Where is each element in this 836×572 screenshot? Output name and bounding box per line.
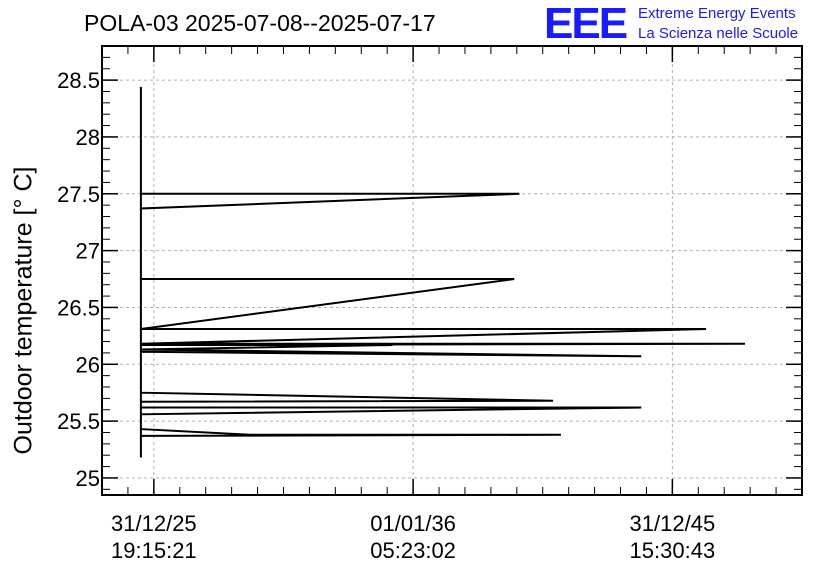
eee-logo-mark: EEE bbox=[544, 0, 628, 48]
axis-tick-labels: 25 25.5 26 26.5 27 27.5 28 28.5 31/12/2519:15:21… bbox=[57, 68, 715, 563]
axis-ticks bbox=[101, 46, 803, 495]
series-line bbox=[139, 86, 746, 458]
x-tick-label-date: 31/12/45 bbox=[630, 511, 716, 536]
y-tick-label: 27.5 bbox=[57, 182, 100, 207]
x-tick-label-time: 15:30:43 bbox=[630, 538, 716, 563]
y-tick-label: 28 bbox=[76, 125, 100, 150]
y-tick-label: 27 bbox=[76, 239, 100, 264]
chart-title: POLA-03 2025-07-08--2025-07-17 bbox=[84, 10, 436, 36]
grid-lines bbox=[102, 46, 802, 495]
y-axis-label: Outdoor temperature [° C] bbox=[10, 167, 38, 455]
y-tick-label: 26 bbox=[76, 352, 100, 377]
x-tick-label-time: 05:23:02 bbox=[370, 538, 456, 563]
logo-line-2: La Scienza nelle Scuole bbox=[638, 25, 799, 42]
data-series bbox=[139, 86, 746, 458]
x-tick-label-date: 01/01/36 bbox=[370, 511, 456, 536]
eee-logo-text: Extreme Energy Events La Scienza nelle S… bbox=[638, 4, 798, 44]
plot-frame bbox=[101, 45, 803, 496]
x-tick-label-date: 31/12/25 bbox=[111, 511, 197, 536]
x-tick-label-time: 19:15:21 bbox=[111, 538, 197, 563]
y-tick-label: 25 bbox=[76, 466, 100, 491]
y-tick-label: 28.5 bbox=[57, 68, 100, 93]
logo-line-1: Extreme Energy Events bbox=[638, 5, 796, 22]
y-tick-label: 26.5 bbox=[57, 295, 100, 320]
y-tick-label: 25.5 bbox=[57, 409, 100, 434]
